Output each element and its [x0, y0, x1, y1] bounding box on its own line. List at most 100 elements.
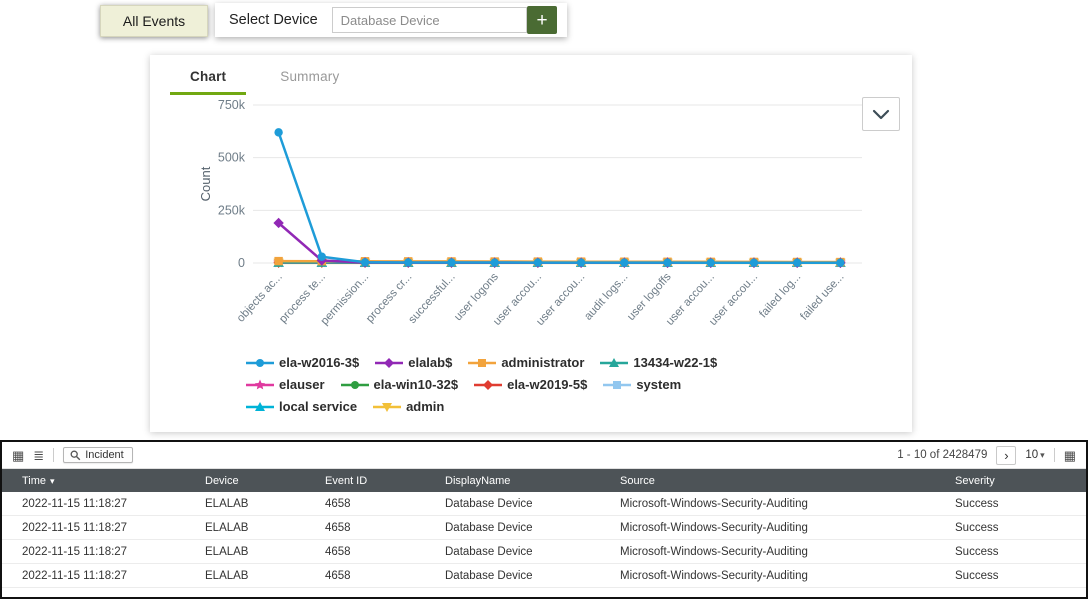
- table-row[interactable]: 2022-11-15 11:18:27 ELALAB 4658 Database De…: [2, 515, 1086, 540]
- magnifier-icon: [70, 450, 81, 461]
- legend-item-system[interactable]: system: [603, 377, 681, 392]
- legend-item-admin[interactable]: admin: [373, 399, 444, 414]
- device-select-dropdown[interactable]: Database Device: [331, 7, 528, 33]
- chart-legend: ela-w2016-3$ elalab$ administrator 13434-w2…: [246, 355, 776, 414]
- table-row[interactable]: 2022-11-15 11:18:27 ELALAB 4658 Database De…: [2, 492, 1086, 516]
- table-cell: 2022-11-15 11:18:27: [2, 539, 195, 564]
- incident-button-label: Incident: [85, 449, 124, 461]
- device-select-value: Database Device: [340, 12, 440, 28]
- pagination-controls: 1 - 10 of 2428479 › 10 ▾ ▦: [897, 445, 1076, 465]
- device-selector-label: Select Device: [229, 12, 318, 28]
- legend-label: elauser: [279, 377, 325, 392]
- tab-summary[interactable]: Summary: [280, 69, 340, 84]
- legend-marker-icon: [373, 402, 402, 412]
- table-row[interactable]: 2022-11-15 11:18:27 ELALAB 4658 Database De…: [2, 563, 1086, 588]
- table-cell: ELALAB: [195, 515, 315, 540]
- svg-text:failed use...: failed use...: [798, 271, 846, 323]
- legend-label: ela-w2016-3$: [279, 355, 360, 370]
- legend-marker-icon: [600, 357, 629, 367]
- chart-panel-tabs: Chart Summary: [150, 55, 912, 95]
- legend-marker-icon: [246, 358, 274, 367]
- svg-text:0: 0: [238, 256, 245, 270]
- legend-label: elalab$: [408, 355, 453, 370]
- add-device-button[interactable]: +: [527, 6, 557, 34]
- table-cell: Database Device: [435, 515, 610, 540]
- tab-all-events[interactable]: All Events: [100, 5, 208, 37]
- legend-marker-icon: [246, 379, 274, 389]
- page-size-dropdown[interactable]: 10 ▾: [1025, 449, 1044, 461]
- column-header-time[interactable]: Time ▾: [2, 469, 195, 492]
- svg-text:Count: Count: [198, 166, 213, 201]
- legend-marker-icon: [375, 357, 404, 368]
- table-cell: Success: [945, 492, 1086, 516]
- events-table-section: ▦ ≣ Incident 1 - 10 of 2428479 › 10 ▾: [0, 440, 1088, 599]
- page-size-value: 10: [1025, 449, 1039, 461]
- column-header-severity[interactable]: Severity: [945, 469, 1086, 492]
- legend-marker-icon: [468, 358, 497, 367]
- legend-marker-icon: [474, 379, 503, 390]
- svg-text:750k: 750k: [218, 98, 246, 112]
- legend-label: 13434-w22-1$: [633, 355, 718, 370]
- legend-item-administrator[interactable]: administrator: [468, 355, 584, 370]
- column-header-displayname[interactable]: DisplayName: [435, 469, 610, 492]
- table-cell: Success: [945, 539, 1086, 564]
- legend-item-elalab-[interactable]: elalab$: [375, 355, 452, 370]
- legend-item-local-service[interactable]: local service: [246, 399, 357, 414]
- table-cell: Database Device: [435, 539, 610, 564]
- legend-label: administrator: [501, 355, 585, 370]
- svg-text:500k: 500k: [218, 151, 246, 165]
- legend-item-ela-w2019-5-[interactable]: ela-w2019-5$: [474, 377, 587, 392]
- table-cell: Microsoft-Windows-Security-Auditing: [610, 515, 945, 540]
- list-view-icon[interactable]: ≣: [33, 447, 45, 463]
- chevron-down-icon: [872, 108, 890, 121]
- legend-marker-icon: [340, 380, 369, 389]
- events-table: Time ▾ Device Event ID DisplayName Source Seve…: [2, 469, 1086, 588]
- table-cell: 4658: [315, 563, 435, 588]
- legend-marker-icon: [603, 380, 632, 389]
- table-view-icon[interactable]: ▦: [12, 447, 25, 463]
- toolbar-divider: [1053, 448, 1055, 462]
- tab-chart[interactable]: Chart: [170, 69, 247, 95]
- incident-button[interactable]: Incident: [63, 447, 133, 463]
- legend-label: ela-win10-32$: [373, 377, 459, 392]
- device-selector: Select Device Database Device +: [215, 3, 567, 37]
- legend-item-13434-w22-1-[interactable]: 13434-w22-1$: [600, 355, 717, 370]
- svg-text:user logons: user logons: [452, 271, 501, 323]
- table-cell: ELALAB: [195, 563, 315, 588]
- caret-down-icon: ▾: [1040, 449, 1045, 460]
- column-header-event-id[interactable]: Event ID: [315, 469, 435, 492]
- table-cell: Success: [945, 515, 1086, 540]
- svg-text:user logoffs: user logoffs: [625, 271, 674, 323]
- column-header-source[interactable]: Source: [610, 469, 945, 492]
- legend-label: admin: [406, 399, 445, 414]
- column-header-device[interactable]: Device: [195, 469, 315, 492]
- table-cell: Microsoft-Windows-Security-Auditing: [610, 539, 945, 564]
- collapse-chart-button[interactable]: [862, 97, 900, 131]
- table-cell: 4658: [315, 492, 435, 516]
- chart-panel: Chart Summary 0 250k 500k 750k Count objects …: [150, 55, 912, 432]
- svg-text:audit logs...: audit logs...: [582, 271, 630, 323]
- table-cell: Database Device: [435, 563, 610, 588]
- table-cell: ELALAB: [195, 539, 315, 564]
- legend-label: local service: [279, 399, 358, 414]
- table-cell: 2022-11-15 11:18:27: [2, 492, 195, 516]
- table-cell: 4658: [315, 539, 435, 564]
- table-row[interactable]: 2022-11-15 11:18:27 ELALAB 4658 Database De…: [2, 539, 1086, 564]
- table-cell: Success: [945, 563, 1086, 588]
- legend-item-ela-w2016-3-[interactable]: ela-w2016-3$: [246, 355, 359, 370]
- table-cell: Database Device: [435, 492, 610, 516]
- table-cell: ELALAB: [195, 492, 315, 516]
- legend-item-elauser[interactable]: elauser: [246, 377, 325, 392]
- table-cell: 2022-11-15 11:18:27: [2, 515, 195, 540]
- legend-item-ela-win10-32-[interactable]: ela-win10-32$: [340, 377, 459, 392]
- table-cell: 2022-11-15 11:18:27: [2, 563, 195, 588]
- next-page-button[interactable]: ›: [996, 445, 1017, 465]
- table-cell: Microsoft-Windows-Security-Auditing: [610, 492, 945, 516]
- table-toolbar: ▦ ≣ Incident 1 - 10 of 2428479 › 10 ▾: [2, 442, 1086, 469]
- table-cell: Microsoft-Windows-Security-Auditing: [610, 563, 945, 588]
- column-chooser-icon[interactable]: ▦: [1063, 447, 1076, 463]
- legend-label: system: [636, 377, 682, 392]
- pagination-text: 1 - 10 of 2428479: [897, 449, 988, 461]
